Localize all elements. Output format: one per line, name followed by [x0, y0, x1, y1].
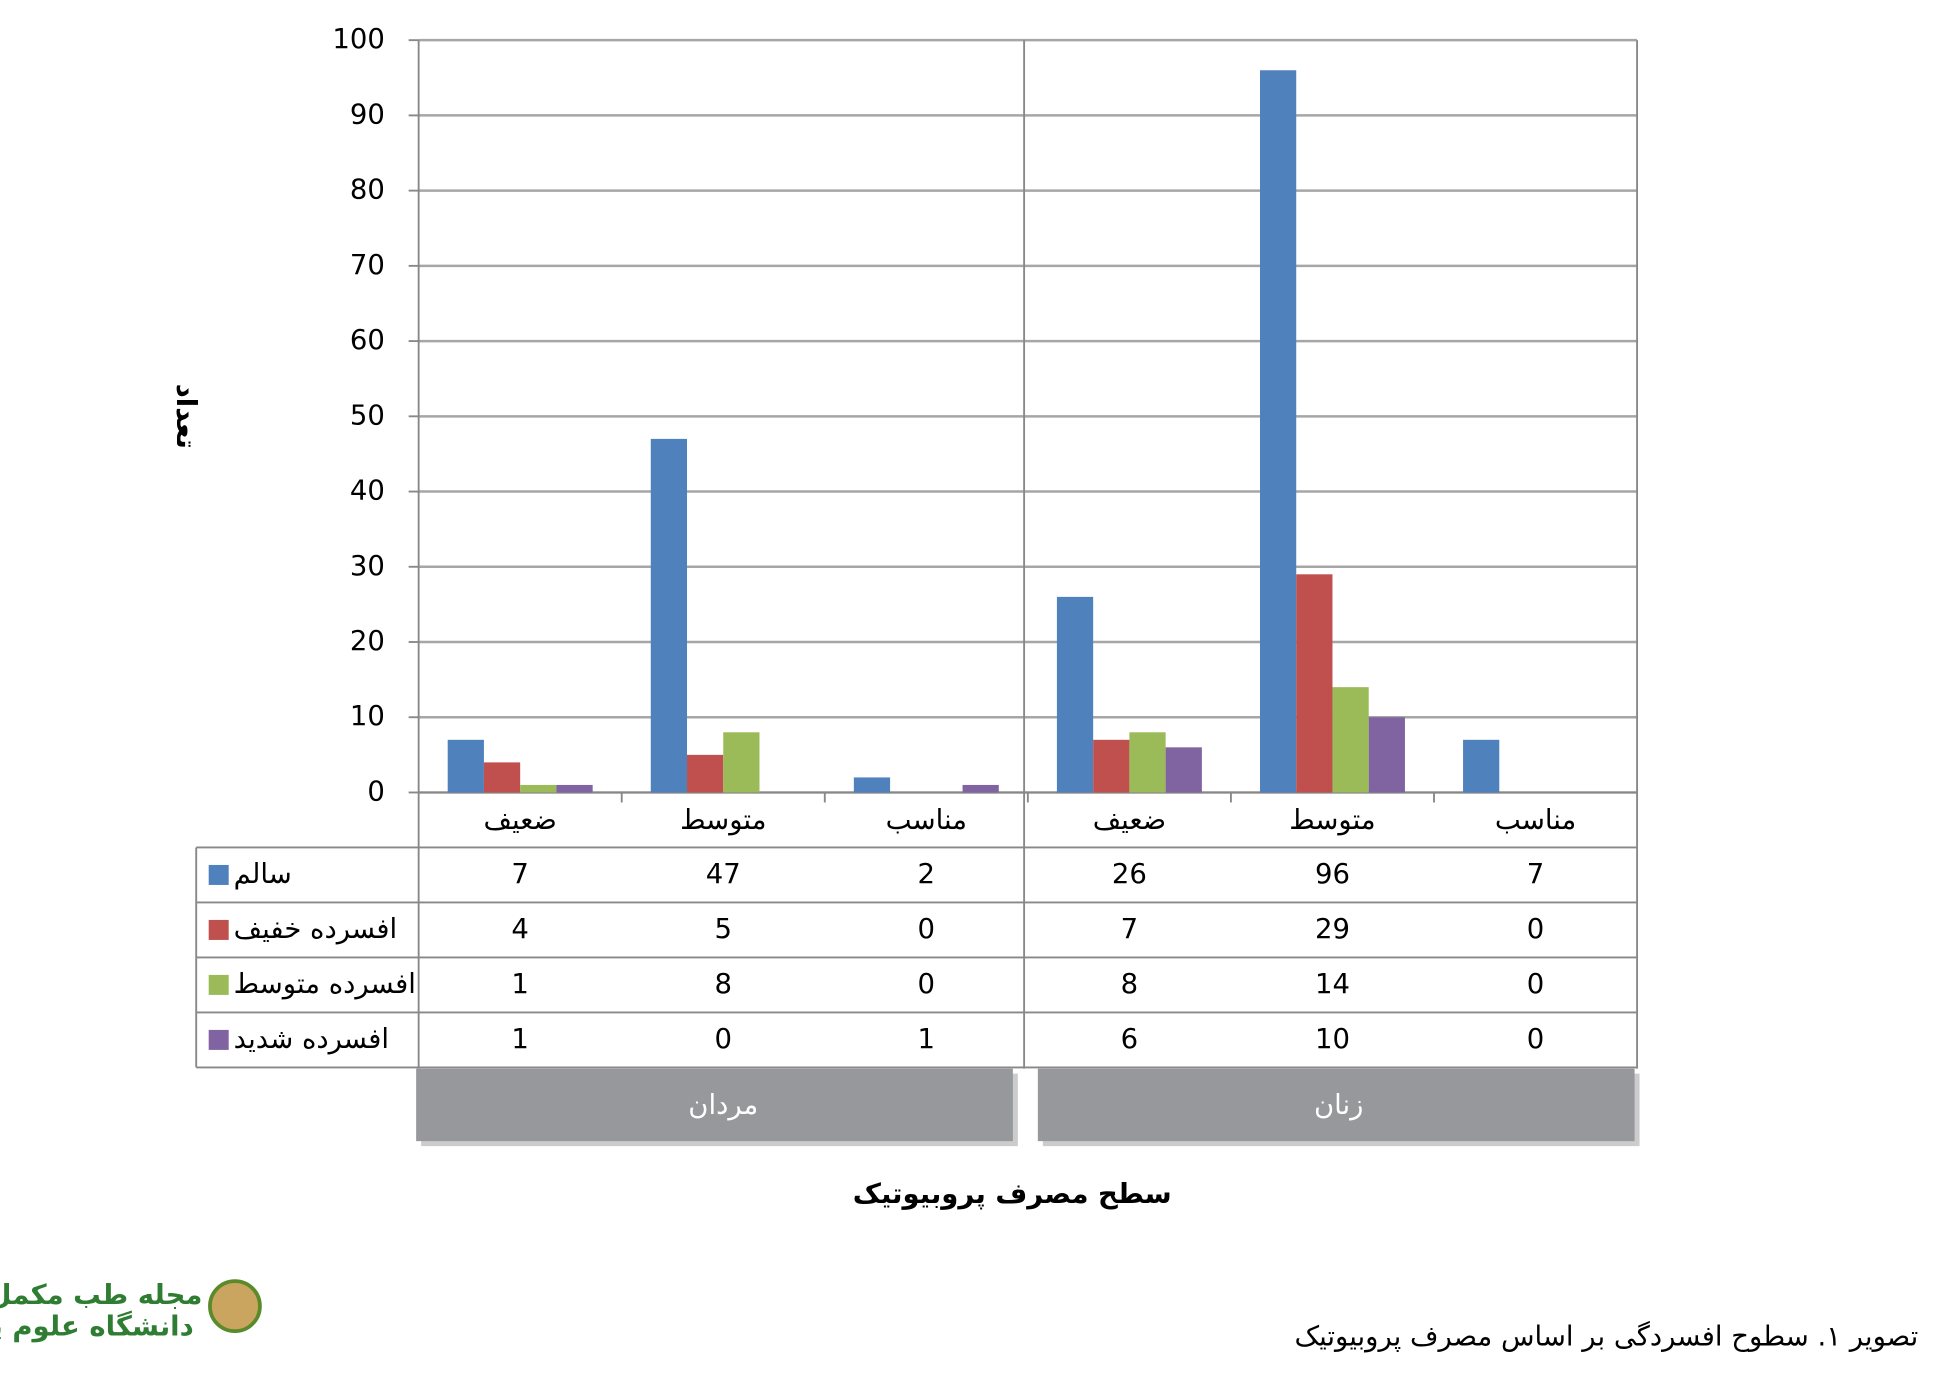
table-value: 47: [706, 858, 741, 890]
bar: [1296, 574, 1333, 793]
table-value: 7: [1121, 913, 1139, 945]
table-value: 14: [1315, 968, 1350, 1000]
bar: [447, 739, 484, 793]
legend-label: افسرده خفیف: [234, 913, 397, 945]
y-tick-label: 10: [350, 700, 385, 732]
y-tick-label: 0: [367, 775, 385, 807]
table-value: 0: [1527, 913, 1545, 945]
legend-swatch: [208, 974, 229, 995]
x-tick-label: مناسب: [1495, 804, 1576, 836]
table-value: 1: [511, 968, 529, 1000]
table-value: 1: [511, 1023, 529, 1055]
table-value: 0: [715, 1023, 733, 1055]
x-tick-label: ضعیف: [484, 804, 557, 836]
bar: [853, 777, 891, 793]
group-box: [1037, 1068, 1635, 1142]
bar: [1463, 739, 1500, 793]
table-value: 8: [715, 968, 733, 1000]
logo-title: مجله طب مکمل: [0, 1279, 202, 1311]
table-value: 6: [1121, 1023, 1139, 1055]
table-value: 0: [918, 913, 936, 945]
bar: [1056, 596, 1094, 793]
y-tick-label: 50: [350, 399, 385, 431]
x-tick-label: مناسب: [886, 804, 967, 836]
legend-swatch: [208, 919, 229, 940]
legend-label: افسرده شدید: [234, 1023, 389, 1055]
table-value: 4: [511, 913, 529, 945]
logo-subtitle: دانشگاه علوم پزشکی اراک: [0, 1310, 194, 1342]
legend-label: افسرده متوسط: [234, 968, 416, 1000]
table-value: 2: [918, 858, 936, 890]
legend-swatch: [208, 864, 229, 885]
bar: [1129, 732, 1166, 793]
table-value: 0: [918, 968, 936, 1000]
bar: [723, 732, 760, 793]
group-box: [416, 1068, 1013, 1142]
y-tick-label: 30: [350, 550, 385, 582]
table-value: 0: [1527, 1023, 1545, 1055]
x-axis-label: سطح مصرف پروبیوتیک: [853, 1178, 1172, 1210]
group-label: زنان: [1314, 1089, 1363, 1121]
bar: [1368, 717, 1405, 793]
y-axis-label: تعداد: [170, 384, 202, 449]
bar: [1332, 687, 1369, 793]
table-value: 96: [1315, 858, 1350, 890]
y-tick-label: 40: [350, 475, 385, 507]
group-label: مردان: [688, 1089, 758, 1121]
logo: مجله طب مکمل دانشگاه علوم پزشکی اراک: [0, 1279, 262, 1342]
table-value: 10: [1315, 1023, 1350, 1055]
x-tick-label: ضعیف: [1093, 804, 1166, 836]
legend-label: سالم: [234, 858, 292, 890]
table-value: 7: [511, 858, 529, 890]
y-tick-label: 20: [350, 625, 385, 657]
table-value: 8: [1121, 968, 1139, 1000]
bar: [483, 762, 521, 793]
bar: [687, 754, 724, 793]
bar: [520, 784, 557, 793]
bar: [962, 784, 999, 793]
y-tick-label: 70: [350, 249, 385, 281]
y-tick-label: 80: [350, 174, 385, 206]
table-value: 0: [1527, 968, 1545, 1000]
x-tick-label: متوسط: [1289, 804, 1375, 836]
table-value: 29: [1315, 913, 1350, 945]
table-value: 26: [1112, 858, 1147, 890]
y-tick-label: 100: [332, 23, 384, 55]
bar: [556, 784, 593, 793]
table-value: 5: [715, 913, 733, 945]
table-value: 7: [1527, 858, 1545, 890]
x-tick-label: متوسط: [680, 804, 766, 836]
caption: تصویر ۱. سطوح افسردگی بر اساس مصرف پروبی…: [1295, 1320, 1919, 1352]
bar: [650, 438, 688, 793]
bar: [1259, 70, 1297, 793]
y-tick-label: 90: [350, 98, 385, 130]
bar: [1165, 747, 1202, 793]
table-value: 1: [918, 1023, 936, 1055]
legend-swatch: [208, 1029, 229, 1050]
bar: [1093, 739, 1130, 793]
logo-emblem: [208, 1279, 262, 1333]
y-tick-label: 60: [350, 324, 385, 356]
